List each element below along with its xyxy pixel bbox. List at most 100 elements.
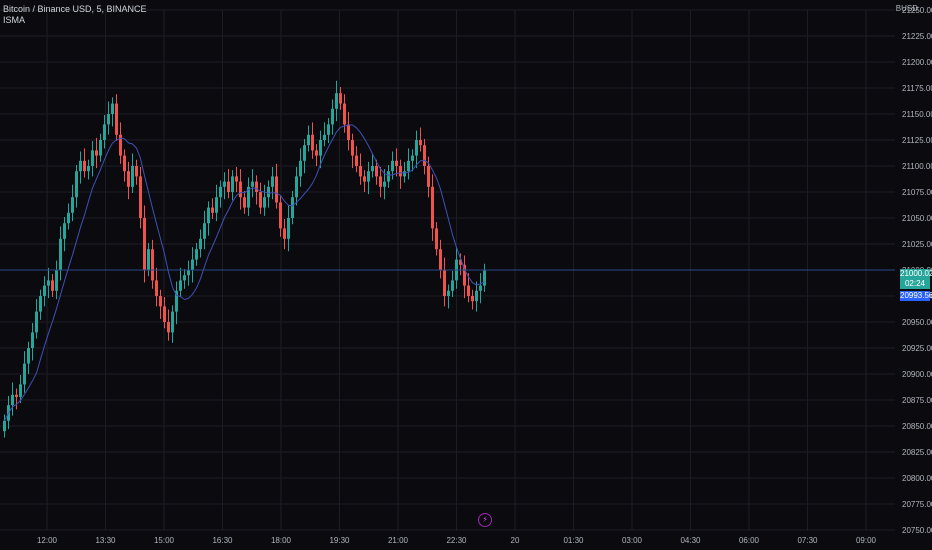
- x-tick-label: 07:30: [797, 536, 818, 545]
- candle-body: [219, 186, 222, 198]
- candle-body: [179, 280, 182, 291]
- candle-body: [271, 176, 274, 187]
- candle-body: [339, 93, 342, 104]
- candle-body: [331, 108, 334, 125]
- y-tick-label: 21050.00: [902, 214, 932, 223]
- candle-body: [223, 181, 226, 187]
- bolt-icon[interactable]: ⚡: [478, 513, 492, 527]
- sma-value-badge: 20993.56: [900, 291, 932, 301]
- candle-body: [279, 202, 282, 229]
- candle-body: [343, 103, 346, 125]
- candle-body: [227, 181, 230, 192]
- x-tick-label: 22:30: [446, 536, 467, 545]
- candle-body: [199, 238, 202, 250]
- candle-body: [47, 280, 50, 286]
- candle-body: [427, 166, 430, 187]
- candle-body: [11, 394, 14, 406]
- candle-body: [439, 249, 442, 270]
- candle-body: [479, 285, 482, 291]
- candle-body: [143, 218, 146, 270]
- candle-body: [247, 186, 250, 208]
- y-tick-label: 21200.00: [902, 58, 932, 67]
- candle-body: [55, 270, 58, 291]
- currency-label[interactable]: BUSD: [895, 4, 918, 13]
- symbol-title[interactable]: Bitcoin / Binance USD, 5, BINANCE: [3, 4, 147, 14]
- candle-body: [231, 176, 234, 192]
- candle-body: [43, 285, 46, 296]
- candle-body: [23, 363, 26, 385]
- candle-body: [303, 145, 306, 161]
- candle-body: [259, 192, 262, 208]
- candle-body: [371, 166, 374, 172]
- candle-body: [467, 285, 470, 296]
- candle-body: [423, 145, 426, 166]
- candle-body: [367, 171, 370, 182]
- candle-body: [307, 134, 310, 146]
- candle-body: [59, 238, 62, 270]
- candle-body: [399, 166, 402, 177]
- candle-body: [99, 140, 102, 156]
- chart-legend: Bitcoin / Binance USD, 5, BINANCE ISMA: [3, 4, 147, 26]
- candle-body: [415, 140, 418, 156]
- candle-body: [147, 249, 150, 270]
- candle-body: [255, 181, 258, 192]
- y-tick-label: 21100.00: [902, 162, 932, 171]
- candle-body: [243, 197, 246, 208]
- x-tick-label: 01:30: [563, 536, 584, 545]
- indicator-label[interactable]: ISMA: [3, 15, 26, 25]
- candle-body: [175, 290, 178, 312]
- candle-body: [183, 275, 186, 281]
- candle-body: [119, 134, 122, 156]
- y-tick-label: 21150.00: [902, 110, 932, 119]
- y-tick-label: 20800.00: [902, 474, 932, 483]
- y-tick-label: 21250.00: [902, 6, 932, 15]
- candle-body: [163, 306, 166, 322]
- x-tick-label: 03:00: [622, 536, 643, 545]
- candle-body: [187, 270, 190, 276]
- candle-body: [195, 249, 198, 260]
- candle-body: [103, 124, 106, 140]
- candle-body: [75, 171, 78, 198]
- candle-body: [19, 384, 22, 397]
- candle-body: [107, 114, 110, 125]
- candle-body: [79, 160, 82, 172]
- candle-body: [387, 171, 390, 182]
- y-tick-label: 21225.00: [902, 32, 932, 41]
- candle-body: [319, 140, 322, 156]
- x-tick-label: 06:00: [739, 536, 760, 545]
- candle-body: [215, 197, 218, 213]
- candle-body: [123, 155, 126, 172]
- candle-body: [363, 176, 366, 182]
- y-tick-label: 20750.00: [902, 526, 932, 535]
- y-tick-label: 20825.00: [902, 448, 932, 457]
- y-tick-label: 20775.00: [902, 500, 932, 509]
- last-price-badge: 21000.02: [900, 269, 932, 279]
- candle-body: [27, 348, 30, 364]
- candle-body: [171, 311, 174, 333]
- candle-body: [451, 280, 454, 291]
- x-tick-label: 16:30: [212, 536, 233, 545]
- y-tick-label: 20950.00: [902, 318, 932, 327]
- y-tick-label: 20875.00: [902, 396, 932, 405]
- candle-body: [63, 223, 66, 239]
- candle-body: [327, 124, 330, 135]
- x-tick-label: 18:00: [271, 536, 292, 545]
- candle-body: [139, 176, 142, 218]
- x-tick-label: 04:30: [680, 536, 701, 545]
- candle-body: [135, 166, 138, 177]
- candle-body: [379, 176, 382, 187]
- candle-body: [431, 186, 434, 229]
- candle-body: [67, 212, 70, 224]
- candle-body: [51, 280, 54, 291]
- sma-line: [4, 124, 485, 422]
- candle-body: [299, 160, 302, 177]
- candle-body: [483, 270, 486, 286]
- candle-body: [291, 197, 294, 218]
- candle-body: [3, 420, 6, 432]
- candle-body: [267, 186, 270, 198]
- candle-body: [395, 160, 398, 166]
- candle-body: [459, 259, 462, 265]
- y-tick-label: 20850.00: [902, 422, 932, 431]
- candle-body: [35, 311, 38, 333]
